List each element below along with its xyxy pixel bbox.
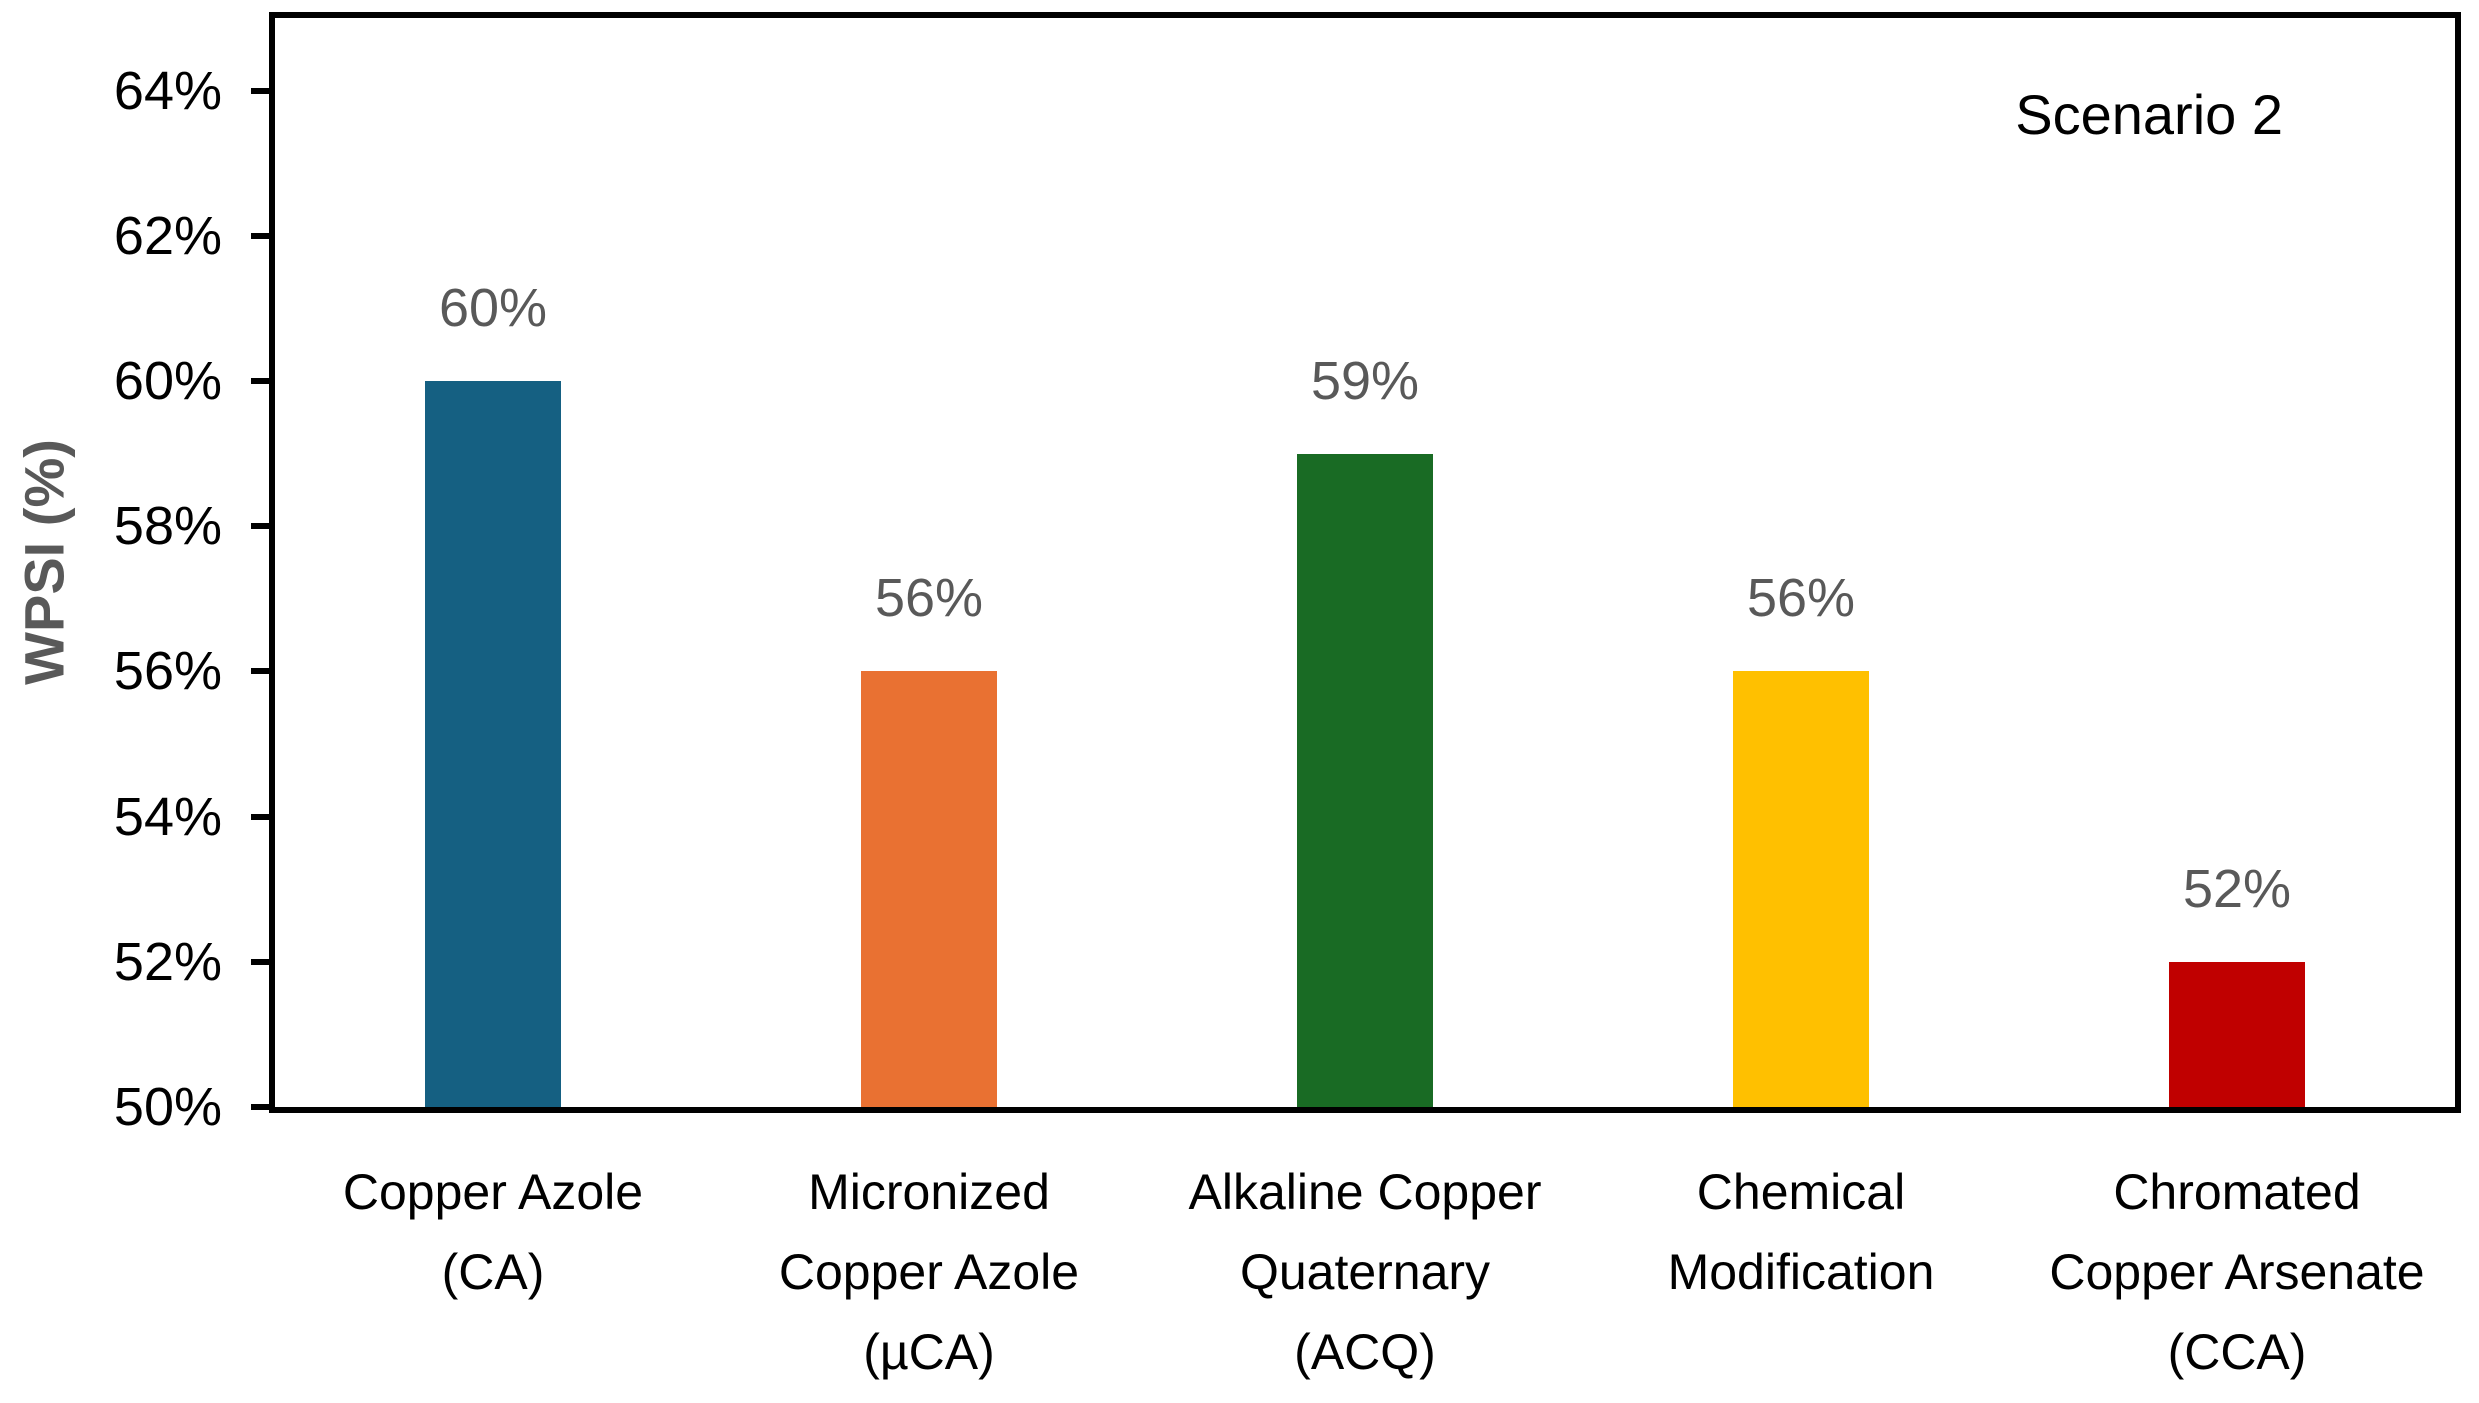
y-tick-mark-50pct [251, 1104, 275, 1110]
y-tick-label-54pct: 54% [113, 786, 222, 847]
y-tick-mark-60pct [251, 378, 275, 384]
y-tick-mark-52pct [251, 958, 275, 965]
bar-value-label-4: 52% [2182, 858, 2292, 919]
bar-value-label-1: 56% [874, 568, 984, 629]
y-tick-label-56pct: 56% [113, 641, 222, 702]
y-tick-label-58pct: 58% [113, 496, 222, 557]
bar-2 [1297, 453, 1433, 1107]
x-category-label-4: Chromated Copper Arsenate (CCA) [2049, 1164, 2425, 1380]
y-tick-label-50pct: 50% [113, 1077, 222, 1137]
y-tick-mark-56pct [251, 668, 275, 675]
scenario-annotation: Scenario 2 [2015, 83, 2283, 146]
bar-1 [861, 671, 997, 1107]
plot-area: 60% 56% 59% 56% 52% [269, 12, 2461, 1113]
bar-4 [2169, 961, 2305, 1107]
y-tick-label-52pct: 52% [113, 931, 222, 992]
bar-0 [425, 381, 561, 1107]
y-tick-label-60pct: 60% [113, 351, 222, 411]
y-tick-label-64pct: 64% [113, 60, 222, 121]
y-tick-mark-58pct [251, 523, 275, 530]
y-tick-mark-64pct [251, 87, 275, 94]
y-tick-mark-54pct [251, 813, 275, 820]
x-category-label-0: Copper Azole (CA) [342, 1164, 644, 1300]
x-category-label-1: Micronized Copper Azole (µCA) [778, 1164, 1080, 1380]
x-category-label-2: Alkaline Copper Quaternary (ACQ) [1188, 1164, 1542, 1380]
x-category-label-3: Chemical Modification [1667, 1164, 1935, 1300]
bar-value-label-3: 56% [1746, 568, 1856, 629]
y-tick-mark-62pct [251, 232, 275, 239]
bar-value-label-0: 60% [438, 278, 548, 338]
bar-value-label-2: 59% [1310, 350, 1420, 411]
y-tick-label-62pct: 62% [113, 205, 222, 266]
bar-3 [1733, 671, 1869, 1107]
